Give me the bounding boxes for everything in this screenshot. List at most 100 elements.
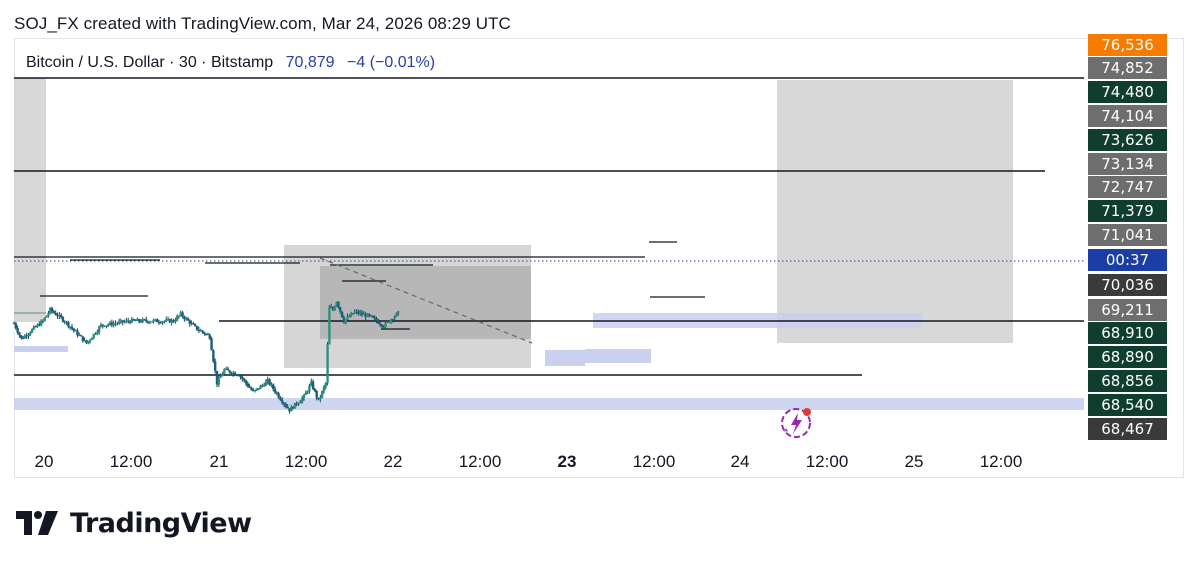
candle-body <box>32 326 36 330</box>
price-tag: 69,211 <box>1088 299 1167 321</box>
price-tag: 68,856 <box>1088 370 1167 392</box>
candle-body <box>337 301 340 308</box>
candle-body <box>364 314 367 318</box>
last-price-label: 70,879 <box>285 54 335 71</box>
candle-body <box>348 316 351 318</box>
candle-body <box>47 312 50 316</box>
candle-body <box>380 324 384 327</box>
candle-body <box>378 323 382 325</box>
candle-body <box>335 301 338 307</box>
candle-body <box>107 324 110 326</box>
candle-body <box>188 320 192 325</box>
candle-body <box>163 320 166 322</box>
x-tick-label: 12:00 <box>284 452 328 471</box>
candle-body <box>154 319 157 321</box>
candle-body <box>304 392 308 395</box>
price-tag: 74,852 <box>1088 57 1167 79</box>
tradingview-logo: TradingView <box>16 505 252 541</box>
candle-body <box>159 322 163 324</box>
candle-body <box>161 321 164 323</box>
candle-body <box>324 383 327 387</box>
candle-body <box>250 387 253 390</box>
candle-body <box>382 326 385 328</box>
price-tag: 70,036 <box>1088 274 1167 296</box>
candle-body <box>184 318 188 320</box>
candle-body <box>105 325 108 327</box>
candle-body <box>206 334 210 336</box>
candle-body <box>79 335 83 337</box>
candle-body <box>155 319 159 323</box>
candle-body <box>96 331 99 334</box>
candle-body <box>78 335 81 337</box>
x-tick-label: 12:00 <box>458 452 502 471</box>
candle-body <box>194 324 197 327</box>
candle-body <box>150 321 153 323</box>
candle-body <box>339 307 342 312</box>
candle-body <box>186 318 190 321</box>
candle-body <box>103 325 106 327</box>
candle-body <box>389 319 393 323</box>
candle-body <box>197 329 201 331</box>
candle-body <box>255 388 259 390</box>
chart-caption: SOJ_FX created with TradingView.com, Mar… <box>14 14 511 33</box>
candle-body <box>371 315 375 318</box>
candle-body <box>143 319 146 321</box>
candle-body <box>12 323 16 325</box>
x-tick-label: 12:00 <box>979 452 1023 471</box>
candle-body <box>246 383 250 387</box>
candle-body <box>242 378 246 381</box>
price-tag: 72,747 <box>1088 176 1167 198</box>
candle-body <box>311 381 315 390</box>
candle-body <box>212 350 215 362</box>
candle-body <box>297 403 300 405</box>
candle-body <box>393 316 396 320</box>
candle-body <box>76 330 79 336</box>
candle-body <box>355 311 358 313</box>
candle-body <box>123 321 126 323</box>
price-tag: 00:37 <box>1088 249 1167 271</box>
candle-body <box>358 312 362 314</box>
candle-body <box>41 320 45 322</box>
candle-body <box>85 340 88 344</box>
candle-body <box>190 323 193 325</box>
candle-body <box>16 328 19 333</box>
candle-body <box>233 372 237 375</box>
candles-group <box>12 301 400 414</box>
dashed-trendline[interactable] <box>319 257 533 344</box>
candle-body <box>181 312 184 317</box>
candle-body <box>170 320 173 323</box>
price-tag: 68,467 <box>1088 418 1167 440</box>
candle-body <box>302 394 306 399</box>
candle-body <box>168 319 172 323</box>
candle-body <box>59 314 63 318</box>
candle-body <box>362 314 366 316</box>
price-tag: 71,379 <box>1088 200 1167 222</box>
candle-body <box>70 326 74 329</box>
candle-body <box>201 330 204 333</box>
candle-body <box>293 402 297 409</box>
candle-body <box>346 316 349 320</box>
candle-body <box>117 321 121 324</box>
candle-body <box>126 320 130 322</box>
alert-icon[interactable] <box>777 406 815 445</box>
candle-body <box>384 322 387 327</box>
candle-body <box>295 402 298 405</box>
candle-body <box>152 319 155 322</box>
candle-body <box>326 344 329 384</box>
candle-body <box>387 321 391 323</box>
candle-body <box>235 374 239 376</box>
candle-body <box>65 321 68 323</box>
candle-body <box>30 329 34 333</box>
candle-body <box>373 317 376 319</box>
candle-body <box>353 311 356 314</box>
price-tag: 73,626 <box>1088 129 1167 151</box>
candle-body <box>342 317 346 323</box>
price-tag: 76,536 <box>1088 34 1167 56</box>
candle-body <box>99 324 103 327</box>
candle-body <box>14 323 18 329</box>
price-tag: 68,540 <box>1088 394 1167 416</box>
range-zone-inner <box>320 266 531 339</box>
candle-body <box>215 370 219 385</box>
candle-body <box>203 332 206 334</box>
